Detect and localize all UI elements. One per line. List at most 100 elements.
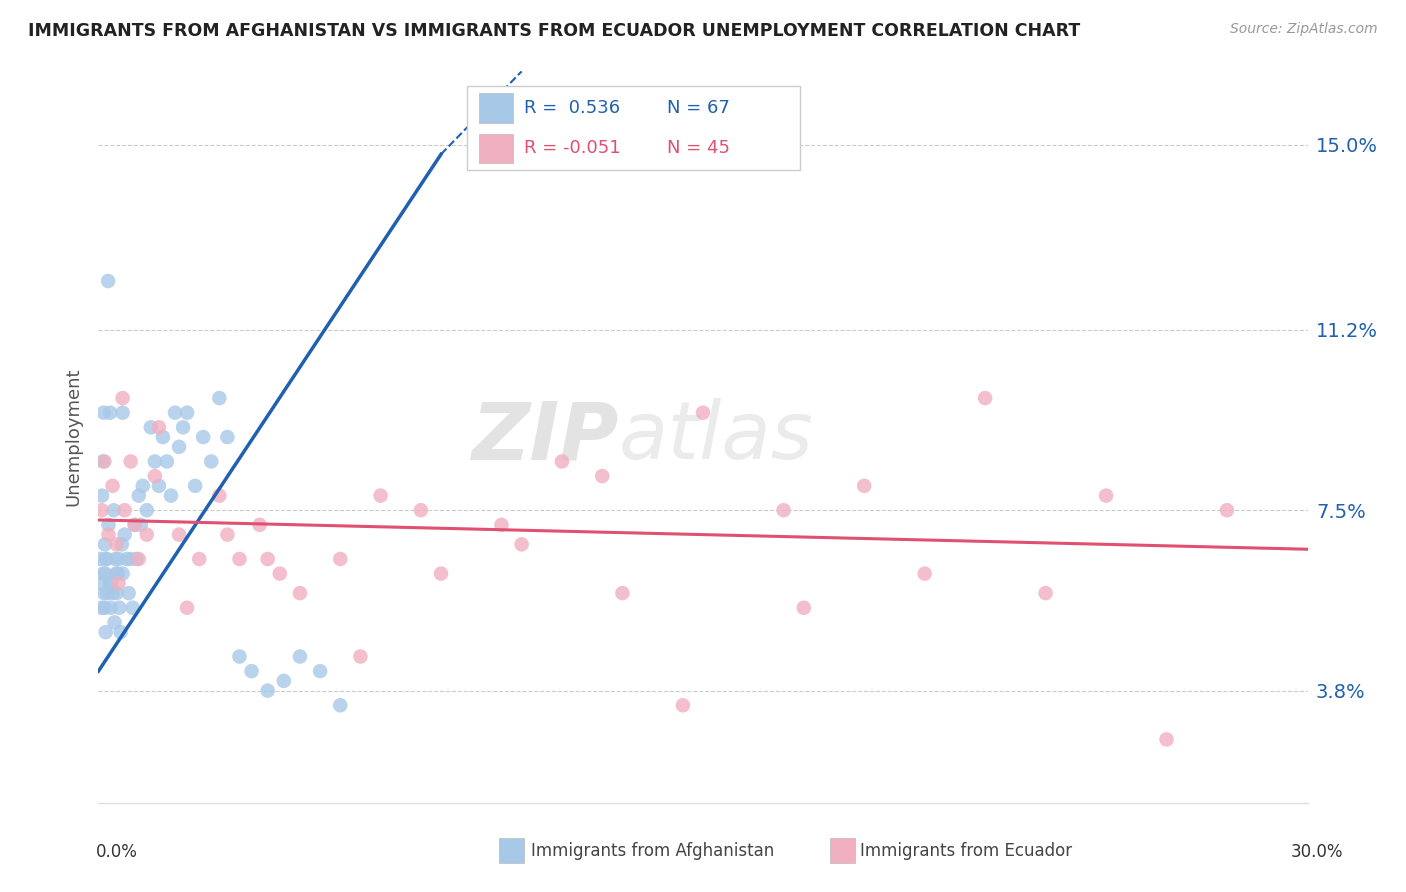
Point [90, 503, 112, 517]
Point [349, 649, 371, 664]
Point [228, 552, 250, 566]
Point [100, 576, 122, 591]
Point [217, 430, 239, 444]
Point [217, 527, 239, 541]
Point [139, 420, 162, 434]
Point [370, 489, 392, 503]
Point [97, 274, 120, 288]
Text: atlas: atlas [619, 398, 813, 476]
Point [103, 615, 125, 630]
Point [104, 552, 127, 566]
Point [148, 420, 170, 434]
Text: N = 67: N = 67 [666, 99, 730, 117]
Text: N = 45: N = 45 [666, 139, 730, 157]
Text: IMMIGRANTS FROM AFGHANISTAN VS IMMIGRANTS FROM ECUADOR UNEMPLOYMENT CORRELATION : IMMIGRANTS FROM AFGHANISTAN VS IMMIGRANT… [28, 22, 1080, 40]
Text: R = -0.051: R = -0.051 [524, 139, 620, 157]
Point [108, 600, 131, 615]
Point [103, 503, 125, 517]
Point [1216, 503, 1239, 517]
Y-axis label: Unemployment: Unemployment [65, 368, 83, 507]
Point [672, 698, 695, 713]
Point [111, 406, 134, 420]
Point [491, 517, 513, 532]
Point [163, 406, 186, 420]
Point [128, 489, 150, 503]
Text: 0.0%: 0.0% [96, 843, 138, 861]
Point [430, 566, 453, 581]
Point [96, 552, 118, 566]
Point [184, 479, 207, 493]
Point [124, 517, 146, 532]
Point [132, 479, 155, 493]
Point [329, 552, 352, 566]
FancyBboxPatch shape [467, 86, 800, 170]
Point [107, 576, 129, 591]
Point [914, 566, 936, 581]
Point [94, 552, 117, 566]
Point [793, 600, 815, 615]
Point [94, 625, 117, 640]
Point [176, 600, 198, 615]
Point [208, 391, 231, 405]
Point [120, 454, 142, 468]
Point [97, 517, 120, 532]
Point [176, 406, 198, 420]
Point [309, 664, 332, 678]
Point [94, 537, 117, 551]
Point [93, 406, 115, 420]
Point [105, 586, 128, 600]
Point [101, 586, 124, 600]
Point [143, 454, 166, 468]
Point [208, 489, 231, 503]
Point [111, 566, 134, 581]
Point [93, 586, 115, 600]
Point [114, 527, 136, 541]
Point [510, 537, 533, 551]
Text: 30.0%: 30.0% [1291, 843, 1343, 861]
Point [273, 673, 295, 688]
Text: Immigrants from Afghanistan: Immigrants from Afghanistan [531, 842, 775, 860]
Text: ZIP: ZIP [471, 398, 619, 476]
Point [188, 552, 211, 566]
Point [93, 600, 115, 615]
Point [551, 454, 574, 468]
Point [94, 566, 117, 581]
Point [111, 391, 134, 405]
Point [111, 537, 134, 551]
Point [160, 489, 183, 503]
Point [124, 517, 146, 532]
Point [143, 469, 166, 483]
Point [100, 600, 122, 615]
Point [107, 566, 129, 581]
Point [329, 698, 352, 713]
Point [93, 454, 115, 468]
Point [97, 527, 120, 541]
Point [98, 576, 121, 591]
Point [591, 469, 613, 483]
Text: R =  0.536: R = 0.536 [524, 99, 620, 117]
Point [240, 664, 263, 678]
Point [156, 454, 179, 468]
Point [167, 527, 190, 541]
Point [91, 566, 114, 581]
Text: Immigrants from Ecuador: Immigrants from Ecuador [860, 842, 1073, 860]
Point [288, 649, 311, 664]
Point [91, 454, 114, 468]
Point [135, 527, 157, 541]
Point [692, 406, 714, 420]
Point [129, 517, 152, 532]
Point [256, 683, 278, 698]
Point [772, 503, 794, 517]
Point [612, 586, 634, 600]
Point [269, 566, 291, 581]
Point [1156, 732, 1178, 747]
Point [853, 479, 876, 493]
Point [172, 420, 194, 434]
Point [200, 454, 222, 468]
Point [96, 586, 118, 600]
Point [125, 552, 148, 566]
Point [152, 430, 174, 444]
Point [114, 503, 136, 517]
Point [1095, 489, 1118, 503]
Point [1035, 586, 1057, 600]
